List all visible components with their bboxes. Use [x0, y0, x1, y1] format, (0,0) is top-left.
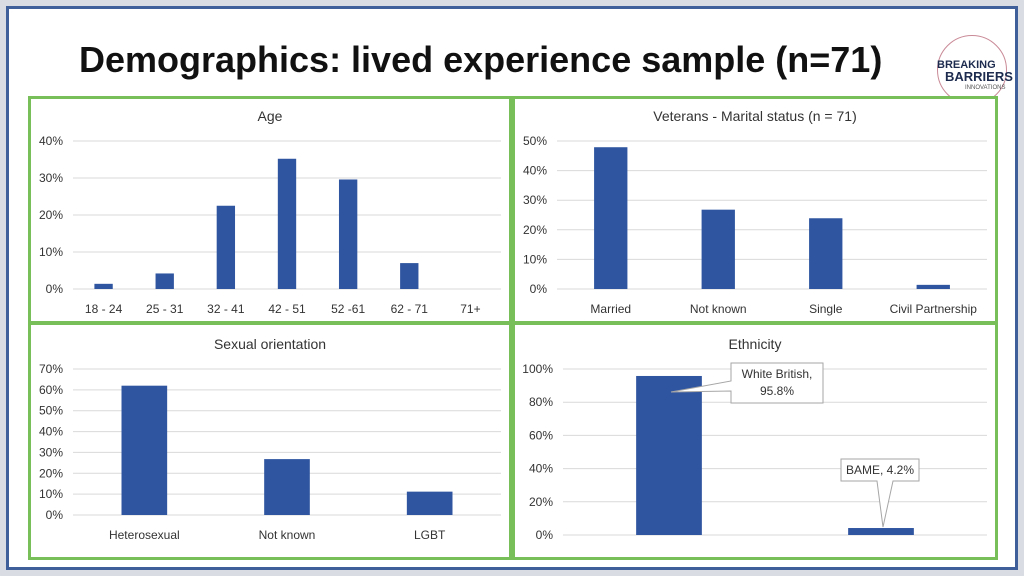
- bar: [848, 528, 914, 535]
- y-tick-label: 70%: [39, 362, 63, 376]
- x-tick-label: 32 - 41: [207, 302, 245, 316]
- bar: [916, 284, 950, 289]
- y-tick-label: 50%: [523, 134, 547, 148]
- chart-svg: Sexual orientation 0% 10% 20% 30% 40% 50% 60% 70…: [39, 336, 501, 542]
- bar: [338, 179, 358, 289]
- breaking-barriers-logo: BREAKING BARRIERS INNOVATIONS: [929, 31, 1021, 107]
- x-tick-label: Married: [590, 302, 631, 316]
- y-tick-label: 20%: [39, 466, 63, 480]
- x-tick-label: Single: [809, 302, 843, 316]
- chart-title: Sexual orientation: [214, 336, 326, 352]
- bar: [264, 459, 310, 515]
- bar: [636, 375, 702, 535]
- data-label: BAME, 4.2%: [846, 463, 914, 477]
- page-title: Demographics: lived experience sample (n…: [79, 39, 883, 80]
- bar: [400, 263, 419, 289]
- chart-svg: Ethnicity 0% 20% 40% 60% 80% 100% White British…: [522, 336, 987, 542]
- logo-line-3: INNOVATIONS: [965, 85, 1006, 91]
- age-chart-panel: Age 0% 10% 20% 30% 40% 18 - 24 25 - 31 32 - 41 42…: [28, 96, 512, 324]
- y-tick-label: 40%: [523, 164, 547, 178]
- logo-line-2: BARRIERS: [945, 69, 1013, 84]
- y-tick-label: 100%: [522, 362, 553, 376]
- y-tick-label: 10%: [39, 487, 63, 501]
- bar: [216, 205, 236, 289]
- ethnicity-chart-panel: Ethnicity 0% 20% 40% 60% 80% 100% White British…: [512, 322, 998, 560]
- y-tick-label: 60%: [529, 428, 553, 442]
- y-tick-label: 20%: [39, 208, 63, 222]
- bar: [594, 147, 628, 289]
- x-tick-label: 62 - 71: [391, 302, 429, 316]
- x-tick-label: 18 - 24: [85, 302, 123, 316]
- chart-title: Age: [258, 108, 283, 124]
- x-tick-label: 52 -61: [331, 302, 365, 316]
- y-tick-label: 80%: [529, 395, 553, 409]
- y-tick-label: 40%: [39, 134, 63, 148]
- x-tick-label: Civil Partnership: [890, 302, 978, 316]
- chart-title: Veterans - Marital status (n = 71): [653, 108, 856, 124]
- y-tick-label: 50%: [39, 404, 63, 418]
- marital-status-chart-panel: Veterans - Marital status (n = 71) 0% 10% 2…: [512, 96, 998, 324]
- y-tick-label: 20%: [529, 495, 553, 509]
- x-tick-label: Heterosexual: [109, 528, 180, 542]
- y-tick-label: 20%: [523, 223, 547, 237]
- y-tick-label: 30%: [523, 193, 547, 207]
- bar: [701, 209, 735, 289]
- y-tick-label: 40%: [39, 425, 63, 439]
- x-tick-label: LGBT: [414, 528, 446, 542]
- y-tick-label: 60%: [39, 383, 63, 397]
- sexual-orientation-chart-panel: Sexual orientation 0% 10% 20% 30% 40% 50% 60% 70…: [28, 322, 512, 560]
- y-tick-label: 40%: [529, 462, 553, 476]
- data-label-callout: [840, 458, 920, 528]
- data-label: White British,: [742, 367, 813, 381]
- bar: [155, 273, 174, 289]
- chart-title: Ethnicity: [729, 336, 782, 352]
- y-tick-label: 10%: [39, 245, 63, 259]
- y-tick-label: 30%: [39, 445, 63, 459]
- y-tick-label: 0%: [46, 508, 64, 522]
- bar: [94, 283, 113, 289]
- y-tick-label: 30%: [39, 171, 63, 185]
- y-tick-label: 0%: [530, 282, 548, 296]
- chart-svg: Age 0% 10% 20% 30% 40% 18 - 24 25 - 31 32 - 41 42…: [39, 108, 501, 316]
- y-tick-label: 10%: [523, 252, 547, 266]
- bar: [277, 158, 297, 289]
- chart-svg: Veterans - Marital status (n = 71) 0% 10% 2…: [523, 108, 987, 316]
- x-tick-label: Not known: [690, 302, 747, 316]
- x-tick-label: 42 - 51: [268, 302, 306, 316]
- data-label-callout: [670, 362, 824, 404]
- x-tick-label: 25 - 31: [146, 302, 184, 316]
- y-tick-label: 0%: [46, 282, 64, 296]
- data-label: 95.8%: [760, 384, 794, 398]
- x-tick-label: 71+: [460, 302, 480, 316]
- bar: [809, 218, 843, 289]
- x-tick-label: Not known: [259, 528, 316, 542]
- bar: [121, 385, 168, 515]
- logo-line-1: BREAKING: [937, 59, 996, 71]
- bar: [406, 491, 453, 515]
- y-tick-label: 0%: [536, 528, 554, 542]
